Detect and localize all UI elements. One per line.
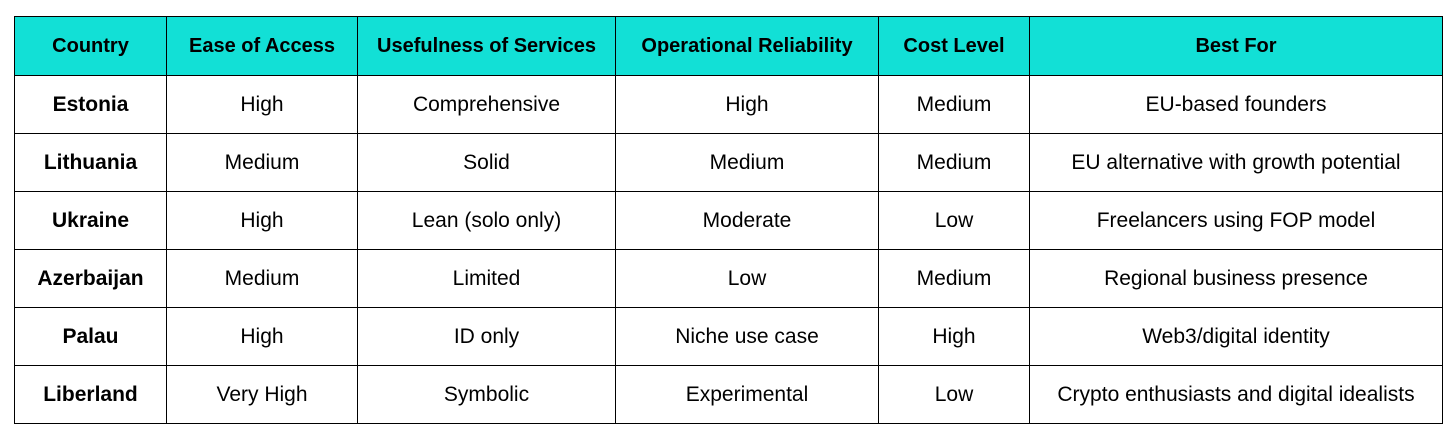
country-cell: Palau <box>14 307 167 366</box>
ease-of-access-cell: Very High <box>166 365 358 424</box>
reliability-cell: Medium <box>615 133 879 192</box>
column-header-operational-reliability: Operational Reliability <box>615 16 879 76</box>
ease-of-access-cell: High <box>166 75 358 134</box>
usefulness-cell: ID only <box>357 307 616 366</box>
column-header-cost-level: Cost Level <box>878 16 1030 76</box>
usefulness-cell: Limited <box>357 249 616 308</box>
table-row: Palau High ID only Niche use case High W… <box>14 307 1443 366</box>
usefulness-cell: Comprehensive <box>357 75 616 134</box>
usefulness-cell: Lean (solo only) <box>357 191 616 250</box>
cost-level-cell: Low <box>878 191 1030 250</box>
reliability-cell: High <box>615 75 879 134</box>
table-row: Liberland Very High Symbolic Experimenta… <box>14 365 1443 424</box>
country-cell: Liberland <box>14 365 167 424</box>
ease-of-access-cell: Medium <box>166 133 358 192</box>
table-row: Ukraine High Lean (solo only) Moderate L… <box>14 191 1443 250</box>
table-header: Country Ease of Access Usefulness of Ser… <box>14 16 1443 76</box>
country-cell: Estonia <box>14 75 167 134</box>
column-header-usefulness-of-services: Usefulness of Services <box>357 16 616 76</box>
cost-level-cell: Low <box>878 365 1030 424</box>
cost-level-cell: Medium <box>878 249 1030 308</box>
cost-level-cell: Medium <box>878 75 1030 134</box>
table-row: Estonia High Comprehensive High Medium E… <box>14 75 1443 134</box>
column-header-country: Country <box>14 16 167 76</box>
country-cell: Lithuania <box>14 133 167 192</box>
header-row: Country Ease of Access Usefulness of Ser… <box>14 16 1443 76</box>
ease-of-access-cell: High <box>166 191 358 250</box>
country-cell: Ukraine <box>14 191 167 250</box>
column-header-ease-of-access: Ease of Access <box>166 16 358 76</box>
table-row: Azerbaijan Medium Limited Low Medium Reg… <box>14 249 1443 308</box>
best-for-cell: EU alternative with growth potential <box>1029 133 1443 192</box>
reliability-cell: Experimental <box>615 365 879 424</box>
comparison-table: Country Ease of Access Usefulness of Ser… <box>14 16 1443 424</box>
best-for-cell: Freelancers using FOP model <box>1029 191 1443 250</box>
country-cell: Azerbaijan <box>14 249 167 308</box>
usefulness-cell: Solid <box>357 133 616 192</box>
reliability-cell: Moderate <box>615 191 879 250</box>
table-body: Estonia High Comprehensive High Medium E… <box>14 75 1443 424</box>
table-row: Lithuania Medium Solid Medium Medium EU … <box>14 133 1443 192</box>
cost-level-cell: High <box>878 307 1030 366</box>
reliability-cell: Low <box>615 249 879 308</box>
cost-level-cell: Medium <box>878 133 1030 192</box>
ease-of-access-cell: High <box>166 307 358 366</box>
reliability-cell: Niche use case <box>615 307 879 366</box>
usefulness-cell: Symbolic <box>357 365 616 424</box>
best-for-cell: Web3/digital identity <box>1029 307 1443 366</box>
best-for-cell: EU-based founders <box>1029 75 1443 134</box>
column-header-best-for: Best For <box>1029 16 1443 76</box>
best-for-cell: Crypto enthusiasts and digital idealists <box>1029 365 1443 424</box>
ease-of-access-cell: Medium <box>166 249 358 308</box>
best-for-cell: Regional business presence <box>1029 249 1443 308</box>
